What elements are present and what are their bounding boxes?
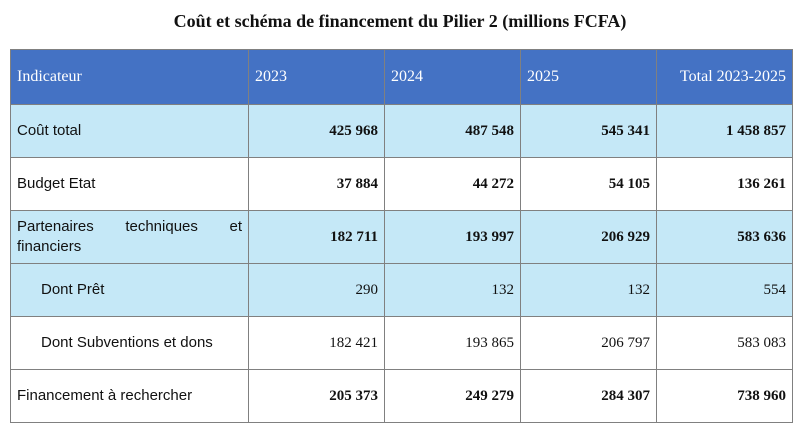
row-label: Financement à rechercher xyxy=(10,369,249,423)
cell-2023: 425 968 xyxy=(248,104,385,158)
cell-total: 554 xyxy=(656,263,793,317)
cell-2025: 132 xyxy=(520,263,657,317)
cell-2025: 284 307 xyxy=(520,369,657,423)
cell-2025: 206 797 xyxy=(520,316,657,370)
header-2025: 2025 xyxy=(520,49,657,105)
cell-2025: 54 105 xyxy=(520,157,657,211)
cell-total: 583 083 xyxy=(656,316,793,370)
cell-total: 1 458 857 xyxy=(656,104,793,158)
cell-2024: 249 279 xyxy=(384,369,521,423)
row-label: Dont Subventions et dons xyxy=(10,316,249,370)
header-2023: 2023 xyxy=(248,49,385,105)
cell-2023: 182 421 xyxy=(248,316,385,370)
row-label: Coût total xyxy=(10,104,249,158)
row-dont-pret: Dont Prêt 290 132 132 554 xyxy=(10,263,793,317)
cell-2024: 193 865 xyxy=(384,316,521,370)
cell-2024: 193 997 xyxy=(384,210,521,264)
header-total: Total 2023-2025 xyxy=(656,49,793,105)
cell-2024: 44 272 xyxy=(384,157,521,211)
cell-2024: 487 548 xyxy=(384,104,521,158)
table-title: Coût et schéma de financement du Pilier … xyxy=(173,11,627,31)
cell-2025: 206 929 xyxy=(520,210,657,264)
row-dont-subventions: Dont Subventions et dons 182 421 193 865… xyxy=(10,316,793,370)
cell-total: 738 960 xyxy=(656,369,793,423)
cell-2025: 545 341 xyxy=(520,104,657,158)
cell-2023: 182 711 xyxy=(248,210,385,264)
row-cout-total: Coût total 425 968 487 548 545 341 1 458… xyxy=(10,104,793,158)
row-label: Dont Prêt xyxy=(10,263,249,317)
row-budget-etat: Budget Etat 37 884 44 272 54 105 136 261 xyxy=(10,157,793,211)
cell-2023: 37 884 xyxy=(248,157,385,211)
header-2024: 2024 xyxy=(384,49,521,105)
row-partenaires: Partenaires techniques et financiers 182… xyxy=(10,210,793,264)
row-label: Budget Etat xyxy=(10,157,249,211)
header-indicateur: Indicateur xyxy=(10,49,249,105)
cell-total: 583 636 xyxy=(656,210,793,264)
header-row: Indicateur 2023 2024 2025 Total 2023-202… xyxy=(10,49,793,105)
row-financement-rechercher: Financement à rechercher 205 373 249 279… xyxy=(10,369,793,423)
row-label: Partenaires techniques et financiers xyxy=(10,210,249,264)
cell-2023: 205 373 xyxy=(248,369,385,423)
financing-table: Indicateur 2023 2024 2025 Total 2023-202… xyxy=(10,49,793,423)
cell-2023: 290 xyxy=(248,263,385,317)
cell-total: 136 261 xyxy=(656,157,793,211)
cell-2024: 132 xyxy=(384,263,521,317)
